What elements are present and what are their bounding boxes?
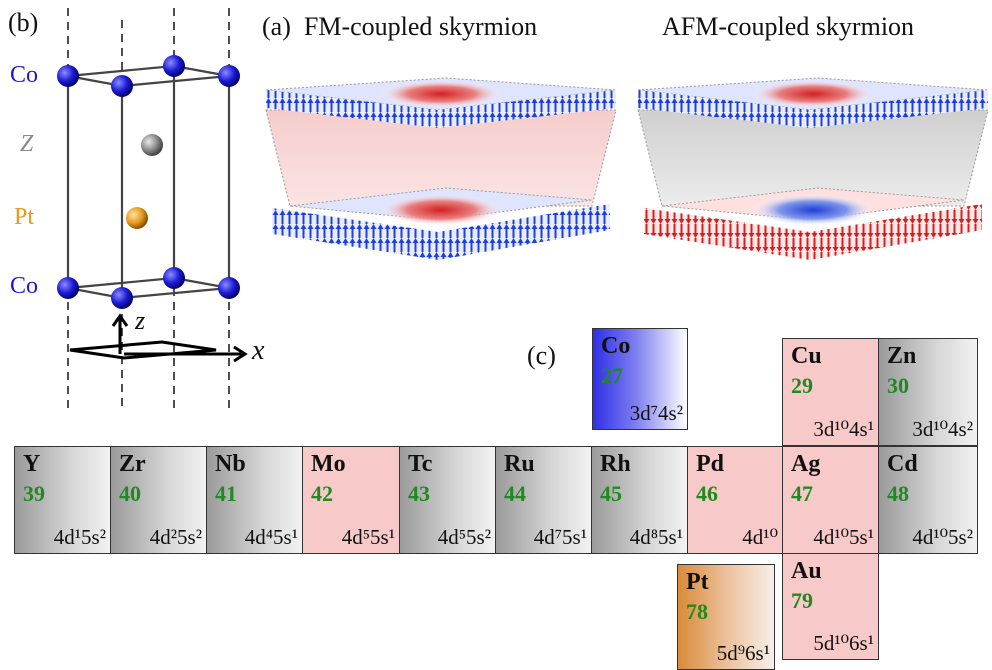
- element-ag: Ag 47 4d¹⁰5s¹: [782, 446, 879, 554]
- electron-config: 4d¹⁰5s²: [912, 525, 973, 549]
- atomic-number: 45: [600, 481, 622, 506]
- symbol: Pd: [696, 451, 725, 477]
- axes-frame: [69, 313, 248, 363]
- fm-title: FM-coupled skyrmion: [303, 12, 538, 41]
- symbol: Cd: [887, 451, 918, 477]
- co-atoms-top: [57, 55, 240, 97]
- symbol: Tc: [408, 451, 433, 477]
- electron-config: 5d⁹6s¹: [716, 641, 770, 665]
- symbol: Y: [23, 451, 41, 477]
- symbol: Pt: [686, 569, 709, 595]
- axis-label-x: x: [252, 335, 265, 366]
- panel-a-label: (a): [262, 12, 291, 41]
- panel-b-label: (b): [8, 8, 39, 37]
- atomic-number: 46: [696, 481, 718, 506]
- symbol: Nb: [215, 451, 246, 477]
- afm-title: AFM-coupled skyrmion: [662, 12, 915, 41]
- element-zr: Zr 40 4d²5s²: [110, 446, 207, 554]
- element-y: Y 39 4d¹5s²: [14, 446, 111, 554]
- symbol: Cu: [791, 343, 822, 369]
- element-au: Au 79 5d¹⁰6s¹: [782, 553, 879, 660]
- electron-config: 4d⁵5s¹: [341, 525, 395, 549]
- unit-cell: [66, 64, 231, 300]
- electron-config: 3d¹⁰4s¹: [813, 417, 874, 441]
- atomic-number: 40: [119, 481, 141, 506]
- atomic-number: 41: [215, 481, 237, 506]
- element-mo: Mo 42 4d⁵5s¹: [302, 446, 400, 554]
- symbol: Au: [791, 558, 822, 584]
- fm-top-layer: [265, 77, 617, 128]
- atomic-number: 78: [686, 599, 708, 624]
- element-tc: Tc 43 4d⁵5s²: [399, 446, 496, 554]
- atomic-number: 42: [311, 481, 333, 506]
- electron-config: 3d⁷4s²: [629, 401, 683, 425]
- electron-config: 4d⁸5s¹: [629, 525, 683, 549]
- crystal-structure: [57, 8, 248, 410]
- element-ru: Ru 44 4d⁷5s¹: [495, 446, 592, 554]
- element-nb: Nb 41 4d⁴5s¹: [206, 446, 303, 554]
- panel-a-title: (a) FM-coupled skyrmion: [262, 12, 537, 42]
- atomic-number: 30: [887, 373, 909, 398]
- electron-config: 4d¹⁰: [742, 525, 778, 549]
- element-zn: Zn 30 3d¹⁰4s²: [878, 338, 978, 446]
- element-pd: Pd 46 4d¹⁰: [687, 446, 783, 554]
- symbol: Co: [601, 333, 631, 359]
- electron-config: 4d⁷5s¹: [533, 525, 587, 549]
- fm-skyrmion: [265, 77, 617, 260]
- symbol: Mo: [311, 451, 346, 477]
- atomic-number: 39: [23, 481, 45, 506]
- electron-config: 4d¹5s²: [53, 525, 106, 549]
- electron-config: 4d²5s²: [149, 525, 202, 549]
- atomic-number: 79: [791, 588, 813, 613]
- element-co: Co 27 3d⁷4s²: [592, 328, 688, 430]
- electron-config: 4d⁴5s¹: [244, 525, 298, 549]
- symbol: Ag: [791, 451, 821, 477]
- afm-top-layer: [637, 77, 989, 128]
- atomic-number: 48: [887, 481, 909, 506]
- pt-atom: [126, 207, 148, 229]
- symbol: Zn: [887, 343, 917, 369]
- electron-config: 5d¹⁰6s¹: [813, 631, 874, 655]
- atomic-number: 47: [791, 481, 813, 506]
- atomic-number: 43: [408, 481, 430, 506]
- atomic-number: 27: [601, 363, 623, 388]
- element-cd: Cd 48 4d¹⁰5s²: [878, 446, 978, 554]
- axis-label-z: z: [135, 306, 146, 335]
- atomic-number: 44: [504, 481, 526, 506]
- electron-config: 3d¹⁰4s²: [912, 417, 973, 441]
- electron-config: 4d¹⁰5s¹: [813, 525, 874, 549]
- electron-config: 4d⁵5s²: [437, 525, 491, 549]
- symbol: Ru: [504, 451, 535, 477]
- element-pt: Pt 78 5d⁹6s¹: [677, 564, 775, 670]
- afm-bottom-layer: [644, 187, 982, 260]
- label-pt: Pt: [14, 204, 35, 230]
- label-co-bottom: Co: [10, 273, 39, 299]
- afm-skyrmion: [637, 77, 989, 260]
- element-rh: Rh 45 4d⁸5s¹: [591, 446, 688, 554]
- label-co-top: Co: [10, 62, 39, 88]
- fm-bottom-layer: [272, 187, 610, 260]
- co-atoms-bottom: [57, 267, 240, 309]
- symbol: Zr: [119, 451, 146, 477]
- panel-c-label: (c): [527, 341, 556, 370]
- symbol: Rh: [600, 451, 631, 477]
- element-cu: Cu 29 3d¹⁰4s¹: [782, 338, 879, 446]
- label-z: Z: [20, 131, 34, 157]
- atomic-number: 29: [791, 373, 813, 398]
- skyrmion-figure: [265, 77, 989, 260]
- z-atom: [141, 134, 163, 156]
